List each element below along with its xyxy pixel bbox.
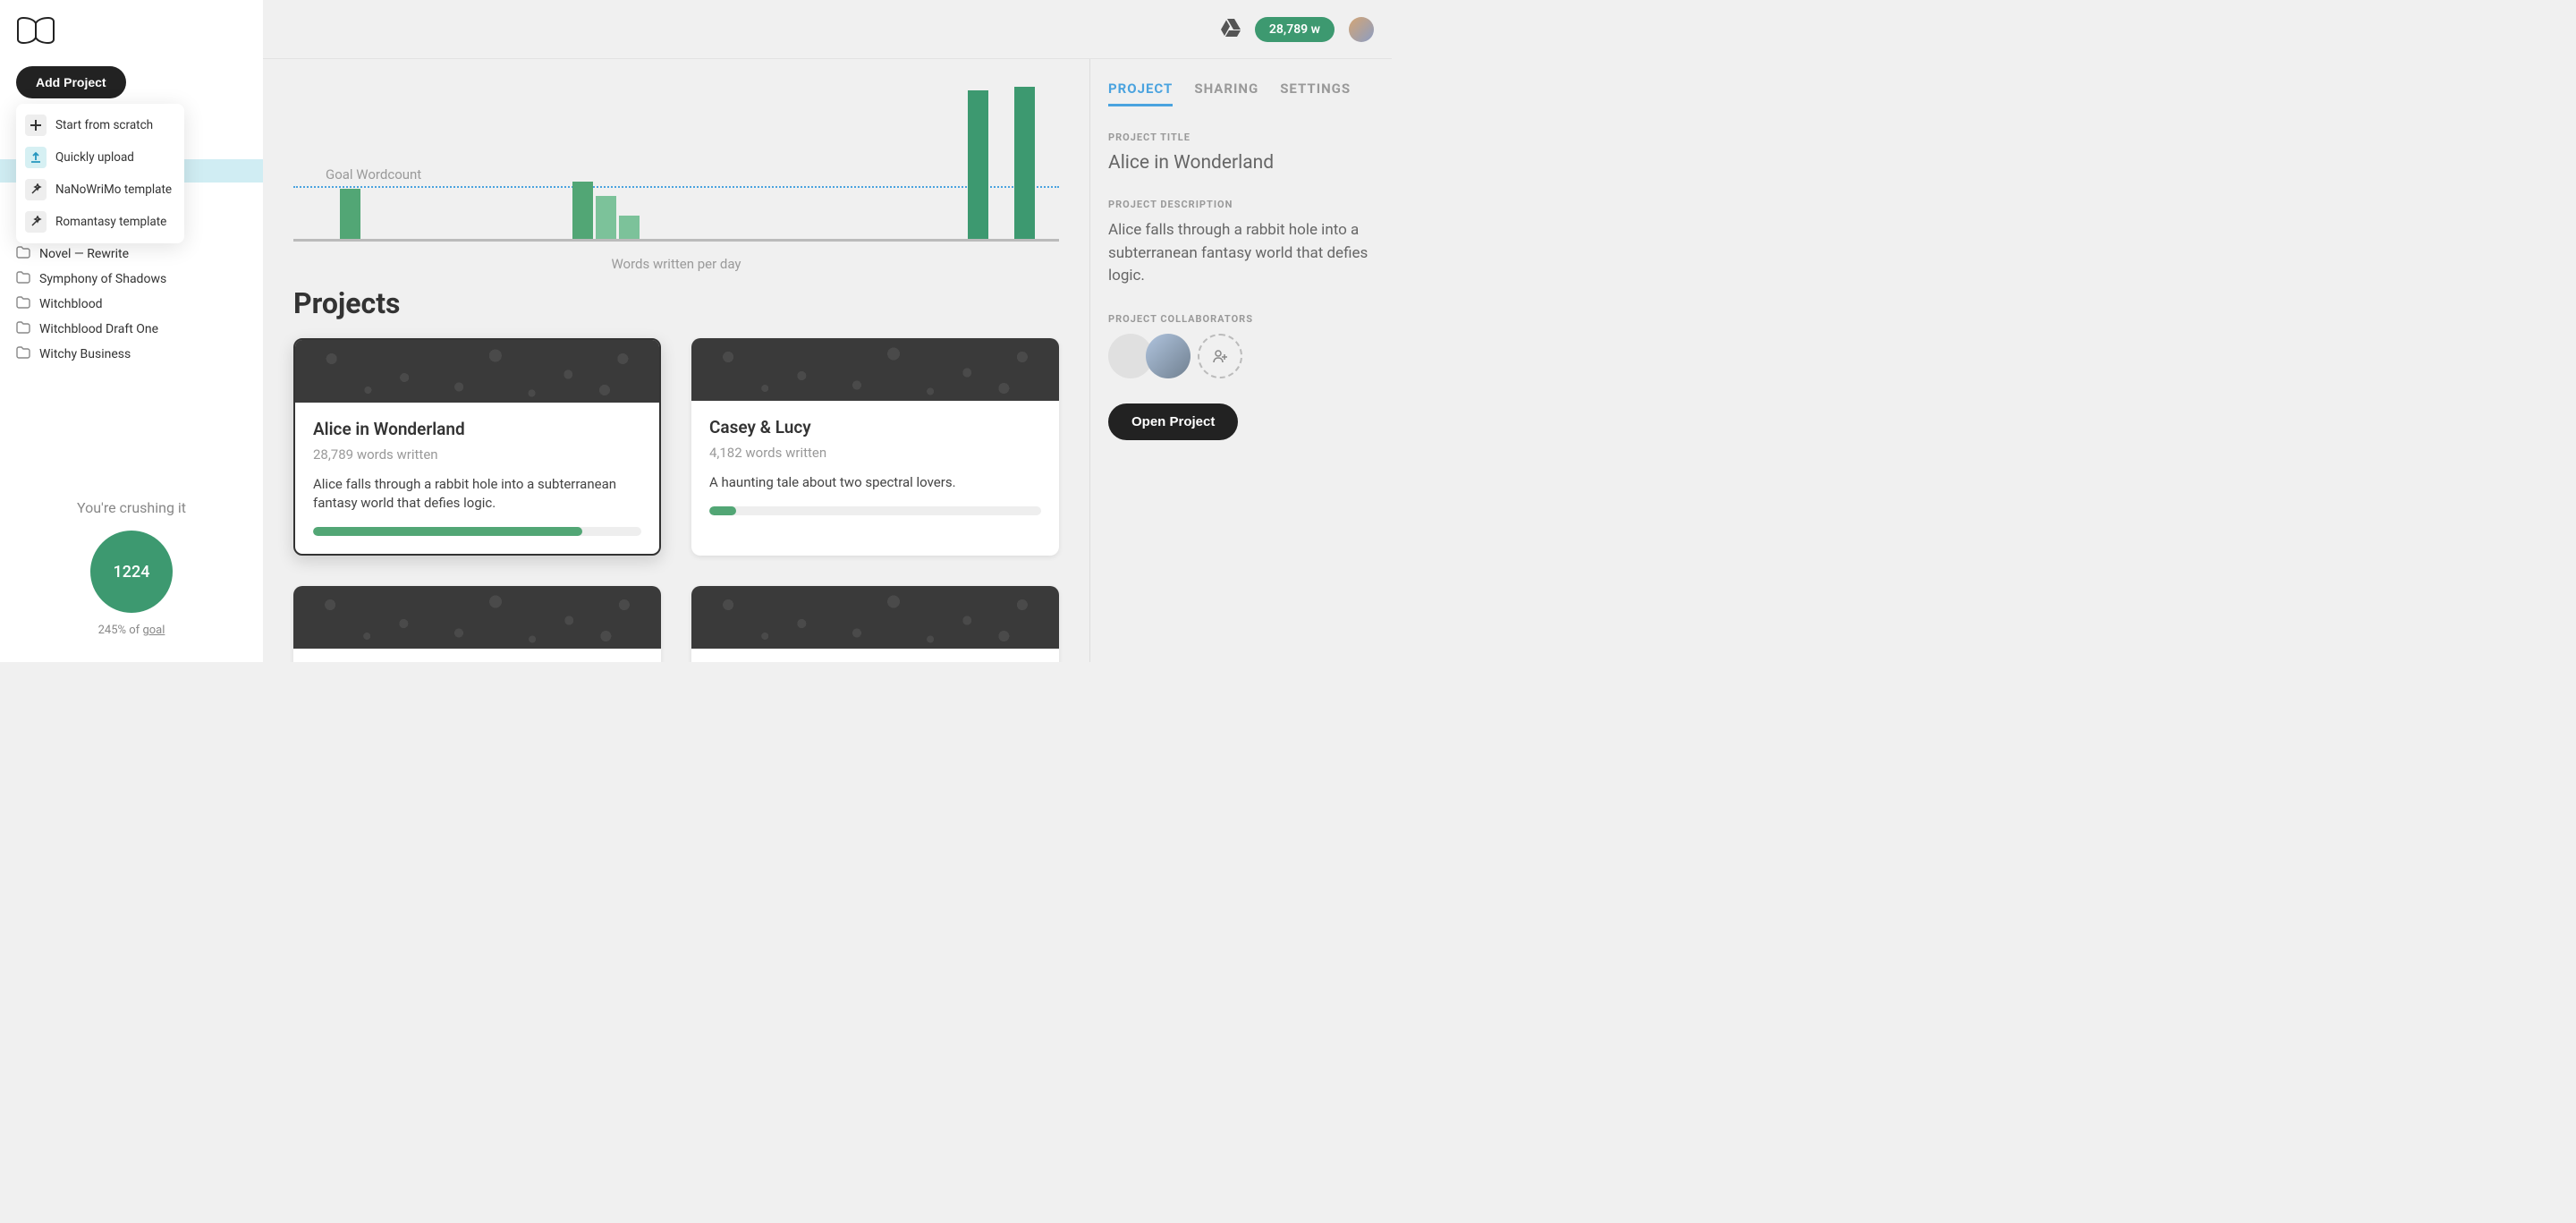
collaborator-avatar[interactable] bbox=[1146, 334, 1191, 378]
sidebar-project-label: Symphony of Shadows bbox=[39, 272, 166, 286]
projects-heading: Projects bbox=[293, 286, 1059, 320]
word-count-badge[interactable]: 28,789 w bbox=[1255, 17, 1335, 42]
chart-bars bbox=[293, 96, 1059, 239]
sidebar: Add Project Start from scratch Quickly u… bbox=[0, 0, 263, 662]
card-word-count: 4,182 words written bbox=[709, 445, 1041, 461]
wand-icon bbox=[25, 179, 47, 200]
card-word-count: 28,789 words written bbox=[313, 446, 641, 463]
panel-desc-label: PROJECT DESCRIPTION bbox=[1108, 199, 1374, 210]
card-banner bbox=[295, 340, 659, 403]
project-detail-panel: PROJECT SHARING SETTINGS PROJECT TITLE A… bbox=[1089, 59, 1392, 662]
dropdown-item-nanowrimo[interactable]: NaNoWriMo template bbox=[21, 174, 179, 206]
sidebar-project-list: Novel — Rewrite Symphony of Shadows Witchb… bbox=[16, 242, 247, 499]
card-progress-fill bbox=[709, 506, 736, 515]
dropdown-item-label: Quickly upload bbox=[55, 150, 134, 165]
words-per-day-chart: Goal Wordcount bbox=[293, 81, 1059, 259]
dropdown-item-romantasy[interactable]: Romantasy template bbox=[21, 206, 179, 238]
topbar: 28,789 w bbox=[263, 0, 1392, 59]
dropdown-item-scratch[interactable]: Start from scratch bbox=[21, 109, 179, 141]
crushing-circle: 1224 bbox=[90, 531, 173, 613]
folder-icon bbox=[16, 321, 30, 337]
sidebar-project-item[interactable]: Witchblood Draft One bbox=[16, 317, 247, 342]
sidebar-project-label: Witchblood Draft One bbox=[39, 322, 158, 336]
chart-bar bbox=[340, 189, 360, 239]
card-banner bbox=[691, 586, 1059, 649]
projects-grid: Alice in Wonderland 28,789 words written A… bbox=[293, 338, 1059, 662]
app-logo bbox=[16, 16, 247, 48]
card-description: A haunting tale about two spectral lover… bbox=[709, 473, 1041, 492]
card-description: Alice falls through a rabbit hole into a… bbox=[313, 475, 641, 513]
project-card[interactable]: Casey & Lucy 4,182 words written A hauntin… bbox=[691, 338, 1059, 556]
chart-bar bbox=[572, 182, 593, 239]
user-avatar[interactable] bbox=[1349, 17, 1374, 42]
sidebar-project-item[interactable]: Symphony of Shadows bbox=[16, 267, 247, 292]
tab-sharing[interactable]: SHARING bbox=[1194, 81, 1258, 106]
project-card[interactable]: Chthonia bbox=[293, 586, 661, 662]
plus-icon bbox=[25, 115, 47, 136]
dropdown-item-upload[interactable]: Quickly upload bbox=[21, 141, 179, 174]
dropdown-item-label: Start from scratch bbox=[55, 118, 153, 132]
add-project-button[interactable]: Add Project bbox=[16, 66, 126, 98]
folder-icon bbox=[16, 271, 30, 287]
chart-bar bbox=[968, 90, 988, 239]
panel-title: Alice in Wonderland bbox=[1108, 152, 1374, 174]
card-progress bbox=[709, 506, 1041, 515]
sidebar-project-item[interactable]: Witchblood bbox=[16, 292, 247, 317]
wand-icon bbox=[25, 211, 47, 233]
add-project-dropdown: Start from scratch Quickly upload NaNoWr… bbox=[16, 104, 184, 243]
panel-desc: Alice falls through a rabbit hole into a… bbox=[1108, 219, 1374, 288]
chart-bar bbox=[596, 196, 616, 239]
folder-icon bbox=[16, 246, 30, 262]
tab-project[interactable]: PROJECT bbox=[1108, 81, 1173, 106]
sidebar-project-label: Witchblood bbox=[39, 297, 103, 311]
crushing-percent: 245% of goal bbox=[16, 624, 247, 637]
dropdown-item-label: Romantasy template bbox=[55, 215, 166, 229]
crushing-value: 1224 bbox=[114, 563, 150, 582]
upload-icon bbox=[25, 147, 47, 168]
project-card[interactable]: Novel — Rewrite bbox=[691, 586, 1059, 662]
folder-icon bbox=[16, 346, 30, 362]
chart-baseline bbox=[293, 239, 1059, 242]
card-banner bbox=[293, 586, 661, 649]
dropdown-item-label: NaNoWriMo template bbox=[55, 183, 172, 197]
progress-widget: You're crushing it 1224 245% of goal bbox=[16, 499, 247, 646]
content: Goal Wordcount Words written per day Pro… bbox=[263, 59, 1089, 662]
panel-collab-label: PROJECT COLLABORATORS bbox=[1108, 313, 1374, 325]
card-title: Casey & Lucy bbox=[709, 417, 1041, 437]
chart-bar bbox=[1014, 87, 1035, 239]
folder-icon bbox=[16, 296, 30, 312]
chart-bar bbox=[619, 216, 640, 239]
sidebar-project-label: Witchy Business bbox=[39, 347, 131, 361]
drive-icon[interactable] bbox=[1221, 19, 1241, 40]
tab-settings[interactable]: SETTINGS bbox=[1280, 81, 1351, 106]
card-title: Alice in Wonderland bbox=[313, 419, 641, 439]
crushing-heading: You're crushing it bbox=[16, 499, 247, 516]
card-progress-fill bbox=[313, 527, 582, 536]
add-collaborator-button[interactable] bbox=[1198, 334, 1242, 378]
sidebar-project-item[interactable]: Witchy Business bbox=[16, 342, 247, 367]
goal-link[interactable]: goal bbox=[142, 624, 165, 637]
panel-title-label: PROJECT TITLE bbox=[1108, 132, 1374, 143]
panel-tabs: PROJECT SHARING SETTINGS bbox=[1108, 81, 1374, 106]
main-area: 28,789 w Goal Wordcount Words written pe… bbox=[263, 0, 1392, 662]
card-progress bbox=[313, 527, 641, 536]
card-banner bbox=[691, 338, 1059, 401]
sidebar-project-label: Novel — Rewrite bbox=[39, 247, 129, 261]
sidebar-project-item[interactable]: Novel — Rewrite bbox=[16, 242, 247, 267]
project-card[interactable]: Alice in Wonderland 28,789 words written A… bbox=[293, 338, 661, 556]
open-project-button[interactable]: Open Project bbox=[1108, 403, 1238, 440]
collaborators-row bbox=[1108, 334, 1374, 378]
